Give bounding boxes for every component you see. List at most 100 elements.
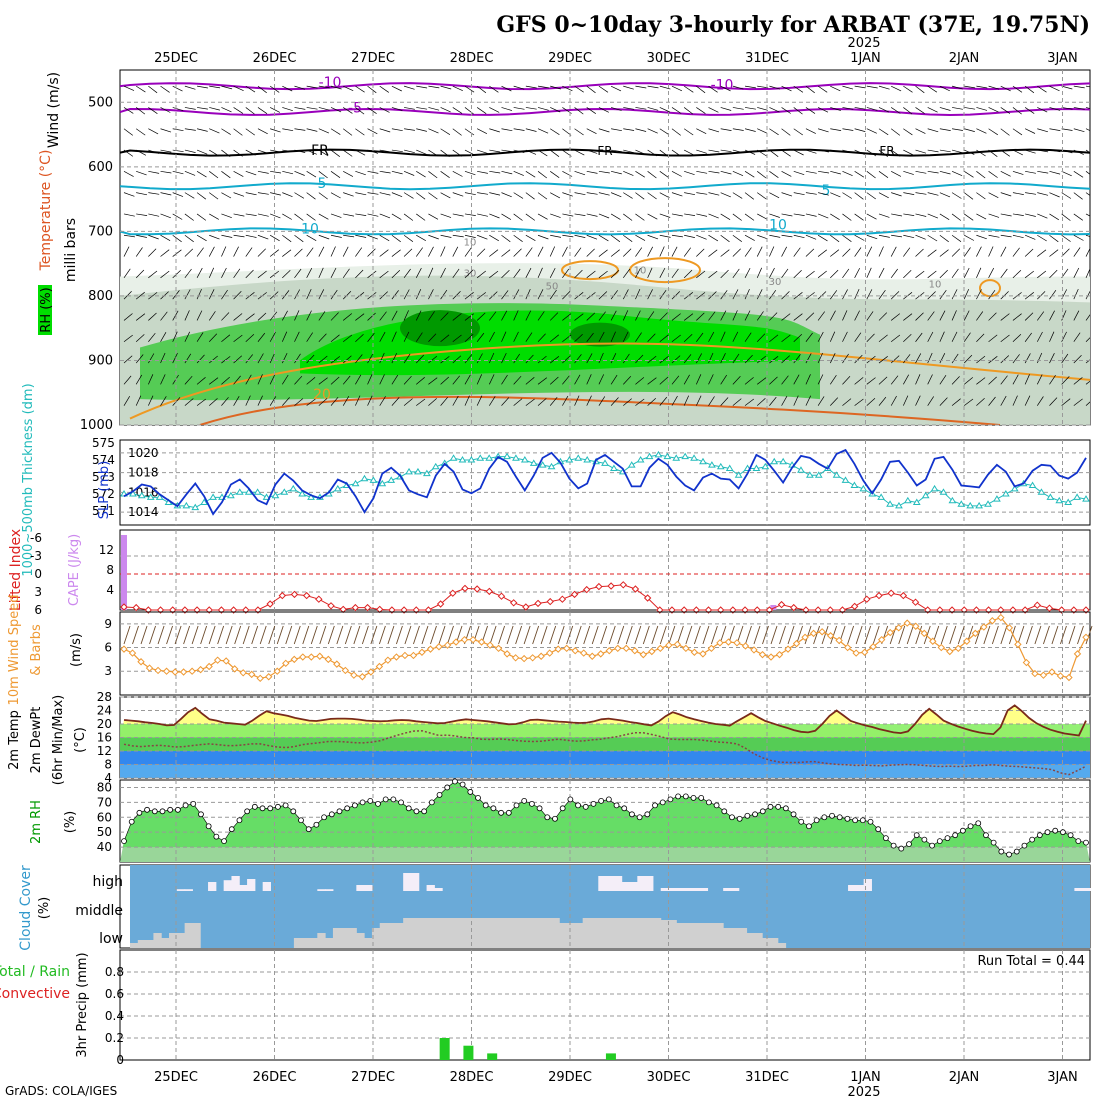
wind-barb: [1073, 332, 1081, 342]
rh-point: [944, 835, 951, 842]
wind-barb: [257, 192, 269, 195]
wind-barb: [1037, 249, 1047, 257]
li-tick: 3: [34, 585, 42, 599]
cloud-low-bar: [489, 918, 498, 948]
wind-barb: [452, 291, 461, 300]
wind-barb: [818, 192, 829, 196]
wind-barb: [732, 171, 744, 177]
wind-barb: [623, 234, 633, 242]
wind-barb: [659, 356, 669, 364]
wind-barb: [428, 192, 438, 200]
thickness-point: [770, 457, 779, 465]
thickness-point: [387, 476, 396, 483]
wind-barb: [342, 375, 351, 385]
wind-barb: [915, 234, 926, 240]
wind-barb: [148, 128, 159, 135]
wind-barb: [598, 234, 609, 242]
wind-barb: [464, 192, 476, 196]
wind-speed-point: [273, 667, 281, 675]
wind-barb: [1085, 359, 1090, 364]
wind-barb: [903, 171, 914, 175]
wind-barb: [1049, 234, 1059, 243]
wind-barb: [720, 310, 727, 321]
rh-point: [990, 839, 997, 846]
wind-barb: [830, 192, 841, 198]
wind-barb: [842, 310, 848, 321]
wind-barb: [379, 352, 385, 364]
wind-barb: [915, 270, 925, 279]
cloud-low-bar: [543, 918, 552, 948]
wind-barb-10m: [293, 625, 301, 645]
wind-barb: [148, 107, 158, 114]
wind-speed-point: [690, 648, 699, 656]
wind-barb: [452, 107, 463, 114]
wind-barb: [245, 354, 253, 364]
date-label-bottom: 25DEC: [154, 1070, 198, 1085]
wind-barb: [489, 149, 501, 153]
wind-barb: [294, 107, 306, 110]
wind-barb: [233, 334, 243, 343]
wind-barb: [367, 234, 378, 240]
wind-barb: [184, 398, 194, 406]
wind-barb-10m: [1025, 625, 1033, 645]
thickness-point: [405, 467, 413, 475]
wind-speed-point: [230, 665, 239, 673]
wind-barb: [829, 290, 838, 300]
wind-barb: [781, 149, 791, 157]
axis-title: (°C): [73, 727, 88, 753]
thickness-point: [458, 456, 467, 463]
wind-speed-point: [316, 652, 324, 660]
wind-barb: [757, 149, 767, 157]
wind-speed-point: [443, 641, 452, 649]
wind-barb: [744, 398, 755, 406]
wind-barb: [842, 213, 852, 221]
wind-barb-10m: [132, 625, 139, 645]
wind-barb: [647, 128, 658, 134]
wind-barb: [988, 192, 999, 199]
wind-barb: [842, 128, 854, 131]
li-tick: -3: [30, 549, 42, 563]
wind-barb: [367, 213, 379, 217]
wind-barb: [123, 246, 130, 257]
thickness-point: [690, 454, 698, 461]
wind-barb: [635, 398, 645, 406]
wind-speed-point: [1065, 673, 1073, 682]
wind-barb: [866, 267, 872, 278]
wind-barb-10m: [370, 625, 378, 645]
cloud-high-bar: [660, 888, 670, 891]
cloud-low-bar: [762, 938, 771, 948]
wind-barb: [476, 85, 487, 94]
wind-barb: [184, 171, 196, 176]
wind-barb: [148, 374, 154, 385]
wind-barb: [221, 171, 231, 179]
wind-barb: [476, 270, 487, 279]
wind-barb: [647, 171, 657, 179]
wind-barb: [257, 374, 263, 385]
rh-tick: 60: [97, 810, 112, 824]
li-point: [473, 585, 481, 593]
wind-barb: [537, 85, 549, 89]
wind-barb: [1012, 247, 1020, 257]
wind-barb: [391, 374, 399, 385]
wind-barb: [513, 398, 523, 406]
wind-barb: [1036, 374, 1043, 385]
wind-barb: [245, 192, 257, 196]
wind-barb: [805, 312, 815, 321]
wind-barb: [854, 377, 864, 385]
wind-barb: [537, 213, 548, 220]
wind-barb: [489, 374, 495, 385]
wind-barb: [1012, 171, 1024, 175]
wind-barb: [915, 248, 924, 257]
isotherm-label: -5: [348, 101, 362, 117]
wind-barb: [342, 355, 352, 364]
wind-barb: [964, 213, 974, 221]
wind-barb: [854, 85, 866, 89]
wind-speed-point: [860, 648, 869, 656]
wind-barb: [696, 213, 708, 217]
wind-barb: [805, 353, 812, 364]
wind-barb-10m: [344, 625, 352, 645]
wind-barb: [330, 234, 342, 238]
wind-barb: [379, 128, 391, 133]
wind-barb: [720, 269, 729, 279]
wind-barb: [976, 234, 987, 240]
